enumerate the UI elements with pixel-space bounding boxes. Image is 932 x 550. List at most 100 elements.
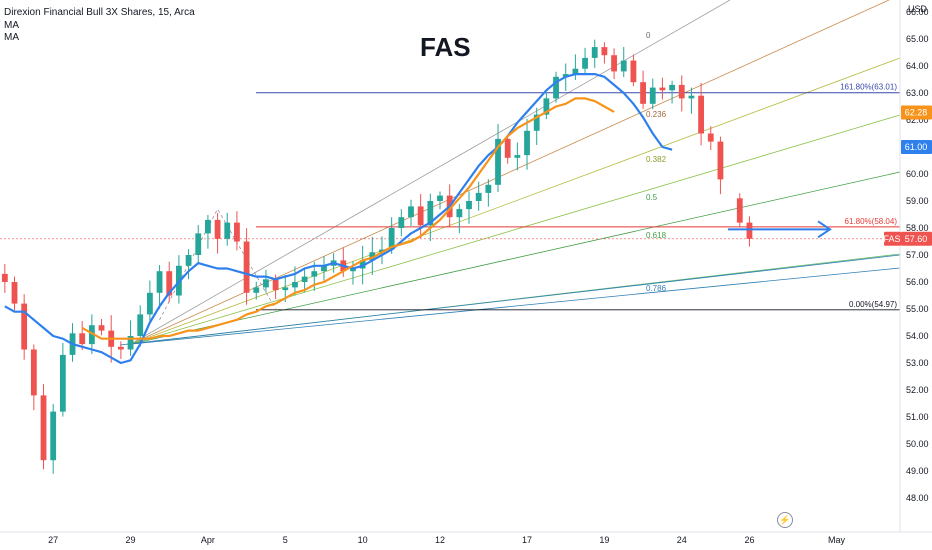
candle-body <box>746 222 753 239</box>
candle-body <box>466 201 472 210</box>
candle-body <box>533 114 540 131</box>
candle-body <box>514 155 521 158</box>
candle-body <box>59 354 66 412</box>
price-tag-bg <box>901 140 932 154</box>
candle-body <box>736 198 743 223</box>
candle-body <box>282 287 289 291</box>
price-tick-label: 55.00 <box>906 304 929 314</box>
candle-body <box>205 219 211 234</box>
fib-fan-label: 0.618 <box>646 231 667 240</box>
price-axis: USD 48.00 49.00 50.00 51.00 52.00 53.00 54.00 55… <box>899 0 929 532</box>
candle-body <box>263 279 269 288</box>
price-tag-bg <box>901 231 932 246</box>
candle-body <box>379 249 385 253</box>
fib-fan-label: 0.786 <box>646 284 667 293</box>
price-tags: 62.28 61.00 57.60 FAS <box>883 105 932 246</box>
price-tick-label: 48.00 <box>906 493 929 503</box>
price-tag-bg <box>901 105 932 120</box>
candle-body <box>707 133 714 142</box>
symbol-tag: FAS <box>883 231 901 246</box>
candle-body <box>475 192 482 201</box>
candle-body <box>1 273 8 282</box>
candle-body <box>630 60 637 83</box>
fib-fan-line <box>130 171 901 345</box>
candle-body <box>408 206 414 218</box>
fib-fan-line <box>119 254 901 346</box>
price-tick-label: 57.00 <box>906 250 929 260</box>
ma-blue-line <box>4 72 673 365</box>
candle-body <box>524 130 530 156</box>
price-tick-label: 51.00 <box>906 412 929 422</box>
ma-indicator-label-1[interactable]: MA <box>4 20 19 31</box>
lightning-icon[interactable]: ⚡ <box>777 512 793 528</box>
candle-body <box>11 282 18 304</box>
time-tick-label: 19 <box>599 535 609 545</box>
fib-fan-line <box>130 0 731 345</box>
price-tag-label: 62.28 <box>905 107 928 117</box>
candle-body <box>117 346 124 350</box>
currency-label: USD <box>908 4 928 14</box>
price-tick-label: 54.00 <box>906 331 929 341</box>
fib-level-label: 61.80%(58.04) <box>845 217 898 226</box>
candle-body <box>292 282 298 288</box>
candle-body <box>195 233 202 255</box>
chart-title: Direxion Financial Bull 3X Shares, 15, A… <box>4 7 195 18</box>
candle-body <box>572 68 579 75</box>
candle-body <box>649 87 656 104</box>
candle-body <box>543 98 550 115</box>
time-tick-label: 10 <box>358 535 368 545</box>
candle-body <box>717 141 724 180</box>
price-tag: 61.00 <box>901 140 932 154</box>
price-tick-label: 53.00 <box>906 358 929 368</box>
fib-fan-label: 0.236 <box>646 110 667 119</box>
time-tick-label: 26 <box>744 535 754 545</box>
candle-body <box>234 222 240 242</box>
candle-body <box>21 303 28 350</box>
candle-body <box>369 252 376 261</box>
time-tick-label: 12 <box>435 535 445 545</box>
price-tick-label: 58.00 <box>906 223 929 233</box>
time-tick-label: 24 <box>677 535 687 545</box>
price-tick-label: 63.00 <box>906 88 929 98</box>
fib-level-label: 161.80%(63.01) <box>840 83 897 92</box>
ma-indicator-label-2[interactable]: MA <box>4 32 19 43</box>
candle-body <box>88 325 95 345</box>
time-tick-label: 29 <box>126 535 136 545</box>
candle-body <box>311 271 318 277</box>
fib-fan-label: 0 <box>646 31 651 40</box>
candle-body <box>40 395 47 461</box>
candle-body <box>321 265 327 272</box>
ma-orange-line <box>81 97 615 340</box>
time-tick-label: 5 <box>283 535 288 545</box>
price-tick-label: 62.00 <box>906 115 929 125</box>
candle-body <box>669 84 675 91</box>
time-tick-label: 27 <box>48 535 58 545</box>
candle-body <box>98 325 105 331</box>
candle-body <box>678 84 685 99</box>
candle-body <box>301 276 308 282</box>
time-tick-label: Apr <box>201 535 215 545</box>
candle-body <box>611 55 617 72</box>
price-tag: 57.60 <box>901 231 932 246</box>
candle-body <box>350 268 356 272</box>
fib-fan-line <box>130 267 901 345</box>
candle-body <box>640 82 646 104</box>
candle-body <box>253 287 260 293</box>
fib-level-label: 0.00%(54.97) <box>849 300 897 309</box>
symbol-tag-bg <box>884 231 901 246</box>
fib-fan-label: 0.382 <box>646 155 667 164</box>
price-tick-label: 65.00 <box>906 34 929 44</box>
price-tick-label: 60.00 <box>906 169 929 179</box>
time-tick-label: 17 <box>522 535 532 545</box>
price-tick-label: 66.00 <box>906 7 929 17</box>
candle-body <box>601 47 608 56</box>
candle-body <box>495 138 501 185</box>
candle-body <box>166 271 173 296</box>
candle-body <box>146 292 153 315</box>
candle-body <box>620 60 627 72</box>
candle-body <box>79 333 86 345</box>
price-tick-label: 59.00 <box>906 196 929 206</box>
annotations <box>728 220 832 239</box>
